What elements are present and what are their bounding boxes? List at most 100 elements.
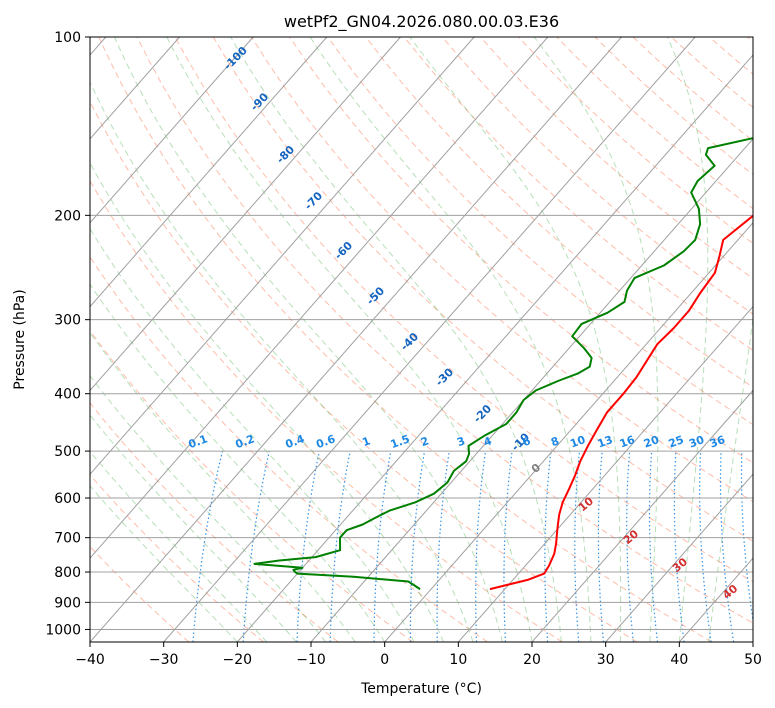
dry-adiabat-line bbox=[90, 402, 339, 642]
isotherm-gridline bbox=[90, 37, 549, 559]
mixing-ratio-label: 10 bbox=[568, 433, 587, 451]
mixing-ratio-line bbox=[719, 451, 735, 642]
moist-adiabat-line bbox=[409, 37, 622, 642]
mixing-ratio-label: 20 bbox=[642, 433, 661, 451]
dry-adiabat-line bbox=[212, 37, 753, 542]
x-tick-label: 30 bbox=[597, 652, 615, 668]
frost-point-label: -20 bbox=[471, 402, 494, 425]
frost-point-label: -30 bbox=[433, 365, 456, 388]
dry-adiabat-line bbox=[327, 37, 753, 426]
isotherm-gridline bbox=[90, 37, 254, 224]
isotherm-gridline bbox=[90, 37, 622, 642]
mixing-ratio-label: 6 bbox=[521, 434, 533, 449]
chart-title: wetPf2_GN04.2026.080.00.03.E36 bbox=[284, 12, 559, 32]
moist-adiabats bbox=[90, 37, 753, 642]
frost-point-label: -40 bbox=[398, 330, 421, 353]
dewpoint-profile-line bbox=[253, 137, 753, 590]
dry-adiabat-line bbox=[708, 37, 753, 75]
x-axis: −40 −30 −20 −10 0 10 20 30 40 50 bbox=[75, 642, 762, 668]
isotherm-gridline bbox=[90, 37, 401, 392]
isotherm-gridline bbox=[605, 473, 753, 642]
x-tick-label: 40 bbox=[670, 652, 688, 668]
dry-adiabat-line bbox=[136, 37, 753, 624]
mixing-ratio-line bbox=[740, 451, 753, 625]
mixing-ratio-line bbox=[436, 451, 450, 642]
isotherm-gridline bbox=[163, 37, 696, 642]
y-tick-label: 600 bbox=[54, 491, 81, 507]
isotherm-gridline bbox=[90, 37, 475, 476]
x-tick-label: 10 bbox=[449, 652, 467, 668]
mixing-ratio-line bbox=[409, 451, 426, 642]
dry-adiabat-line bbox=[747, 37, 753, 43]
isotherm-gridline bbox=[531, 389, 753, 642]
moist-adiabat-line bbox=[90, 485, 238, 642]
y-tick-label: 300 bbox=[54, 313, 81, 329]
mixing-ratio-line bbox=[503, 451, 513, 642]
mixing-ratio-line bbox=[699, 451, 712, 642]
mixing-ratio-label: 36 bbox=[708, 433, 727, 451]
moist-adiabat-line bbox=[90, 374, 327, 642]
dry-adiabat-line bbox=[90, 255, 488, 642]
y-tick-label: 1000 bbox=[45, 622, 81, 638]
mixing-ratio-line bbox=[329, 450, 351, 642]
moist-adiabat-line bbox=[90, 161, 445, 642]
dry-adiabat-line bbox=[289, 37, 753, 464]
dry-adiabat-line bbox=[441, 37, 753, 315]
mixing-ratio-label: 0.6 bbox=[314, 432, 337, 451]
mixing-ratio-label: 3 bbox=[455, 434, 467, 449]
y-tick-label: 500 bbox=[54, 444, 81, 460]
dry-adiabat-line bbox=[480, 37, 753, 280]
mixing-ratio-line bbox=[373, 450, 392, 642]
y-tick-label: 400 bbox=[54, 387, 81, 403]
x-tick-label: −10 bbox=[296, 652, 326, 668]
isotherm-gridline bbox=[90, 37, 328, 308]
mixing-ratio-line bbox=[296, 450, 320, 642]
profile-series bbox=[253, 137, 753, 591]
x-axis-label: Temperature (°C) bbox=[360, 681, 482, 697]
frost-point-label: -70 bbox=[302, 189, 325, 212]
y-axis-label: Pressure (hPa) bbox=[12, 289, 28, 389]
temperature-profile-line bbox=[489, 214, 753, 591]
frost-point-label: -80 bbox=[274, 143, 297, 166]
wet-bulb-label: 10 bbox=[576, 494, 596, 514]
mixing-ratio-label: 25 bbox=[667, 433, 686, 450]
dry-adiabat-line bbox=[365, 37, 753, 388]
moist-adiabat-line bbox=[166, 37, 533, 642]
isotherm-grid bbox=[90, 37, 753, 642]
x-tick-label: −20 bbox=[223, 652, 253, 668]
moist-adiabat-line bbox=[113, 37, 503, 642]
frost-point-label: -50 bbox=[364, 284, 387, 307]
mixing-ratio-label: 4 bbox=[482, 434, 494, 449]
dry-adiabat-line bbox=[518, 37, 753, 244]
moist-adiabat-line bbox=[230, 37, 562, 642]
mixing-ratio-label: 1 bbox=[360, 434, 372, 449]
wet-bulb-label: 0 bbox=[529, 461, 543, 476]
dry-adiabat-line bbox=[556, 37, 753, 210]
y-tick-label: 800 bbox=[54, 565, 81, 581]
mixing-ratio-label: 0.2 bbox=[234, 432, 257, 451]
moist-adiabat-line bbox=[90, 331, 356, 642]
mixing-ratio-label: 30 bbox=[687, 433, 706, 451]
wet-bulb-label: 20 bbox=[621, 527, 641, 547]
moist-adiabat-line bbox=[533, 37, 659, 642]
y-tick-label: 100 bbox=[54, 30, 81, 46]
isotherm-gridline bbox=[236, 54, 753, 642]
isobar-grid bbox=[90, 37, 753, 630]
x-tick-label: 20 bbox=[523, 652, 541, 668]
x-tick-label: −40 bbox=[75, 652, 105, 668]
plot-frame bbox=[89, 36, 754, 643]
mixing-ratio-label: 0.4 bbox=[284, 432, 307, 451]
isotherm-gridline bbox=[90, 37, 180, 140]
mixing-ratio-label: 1.5 bbox=[389, 432, 412, 451]
x-tick-label: 0 bbox=[380, 652, 389, 668]
y-tick-label: 700 bbox=[54, 531, 81, 547]
mixing-ratio-label: 16 bbox=[618, 433, 637, 451]
y-axis: 100 200 300 400 500 600 700 800 900 1000 bbox=[45, 30, 90, 638]
dry-adiabats bbox=[90, 37, 753, 642]
mixing-ratio-line bbox=[673, 451, 685, 642]
mixing-ratio-line bbox=[544, 451, 552, 642]
dry-adiabat-line bbox=[251, 37, 753, 503]
moist-adiabat-line bbox=[90, 80, 474, 642]
dry-adiabat-line bbox=[670, 37, 753, 109]
